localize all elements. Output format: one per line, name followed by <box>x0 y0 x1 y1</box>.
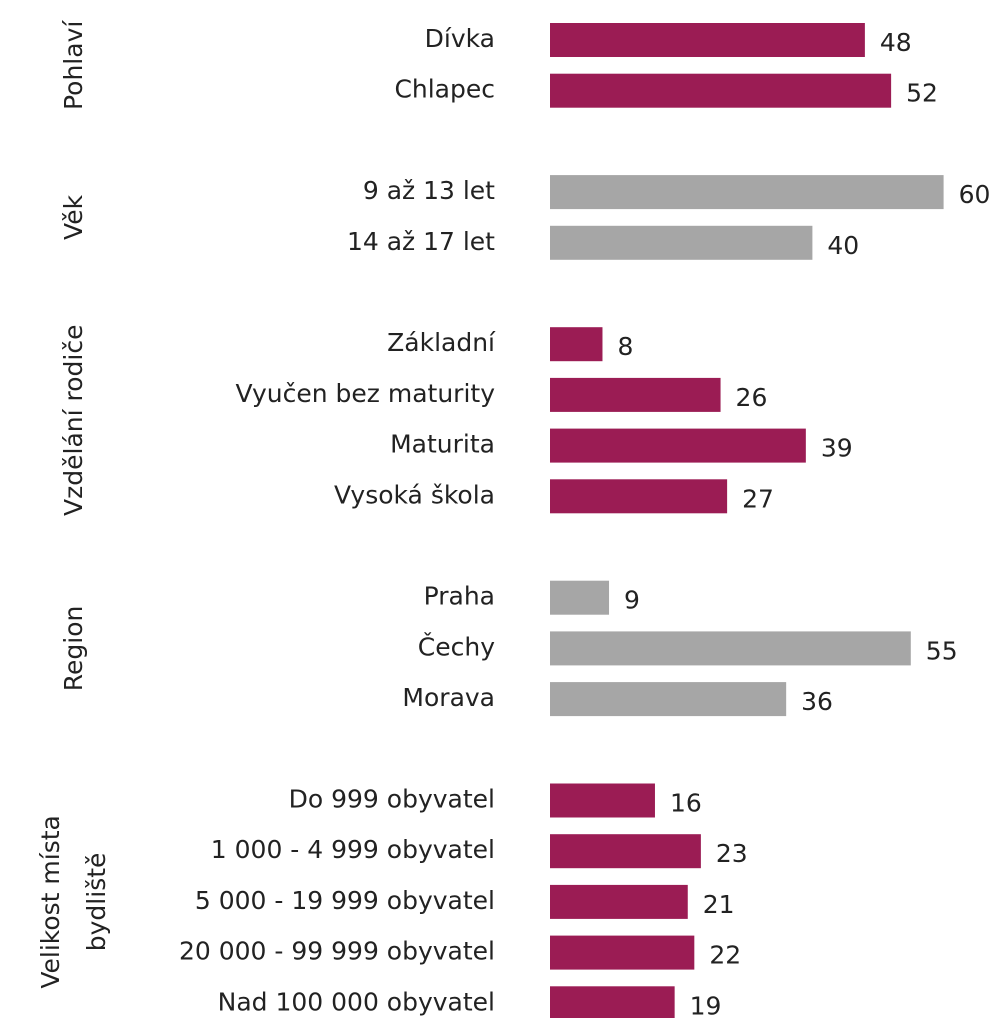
bar <box>550 783 655 818</box>
group-label: Vzdělání rodiče <box>59 325 88 516</box>
value-label: 60 <box>959 180 991 209</box>
bar <box>550 377 721 412</box>
category-label: Chlapec <box>394 75 495 104</box>
bar <box>550 225 813 260</box>
category-label: Dívka <box>425 24 495 53</box>
bar <box>550 834 701 869</box>
value-label: 23 <box>716 839 748 868</box>
category-label: 20 000 - 99 999 obyvatel <box>179 937 495 966</box>
bar <box>550 682 787 717</box>
value-label: 27 <box>742 484 774 513</box>
category-label: 1 000 - 4 999 obyvatel <box>211 835 495 864</box>
category-label: Do 999 obyvatel <box>289 785 495 814</box>
category-label: 9 až 13 let <box>363 176 495 205</box>
category-label: Čechy <box>418 631 495 661</box>
value-label: 39 <box>821 434 853 463</box>
bar <box>550 580 610 615</box>
category-label: Morava <box>402 683 495 712</box>
bar <box>550 479 728 514</box>
bar <box>550 73 892 108</box>
category-label: Vyučen bez maturity <box>236 379 496 408</box>
value-label: 26 <box>736 383 768 412</box>
group-label: Region <box>59 606 88 692</box>
category-label: Praha <box>424 582 495 611</box>
category-label: 14 až 17 let <box>347 227 495 256</box>
bar <box>550 884 688 919</box>
value-label: 52 <box>906 79 938 108</box>
bar <box>550 175 944 210</box>
value-label: 48 <box>880 28 912 57</box>
value-label: 40 <box>827 231 859 260</box>
bar <box>550 428 806 463</box>
value-label: 21 <box>703 890 735 919</box>
bar <box>550 23 865 57</box>
category-label: 5 000 - 19 999 obyvatel <box>195 886 495 915</box>
value-label: 16 <box>670 789 702 818</box>
group-label: Věk <box>59 194 88 240</box>
group-label: bydliště <box>82 853 111 952</box>
value-label: 55 <box>926 636 958 665</box>
bar <box>550 986 675 1018</box>
category-label: Základní <box>387 328 496 357</box>
value-label: 9 <box>624 586 640 615</box>
bar <box>550 935 695 970</box>
category-label: Maturita <box>390 430 495 459</box>
bar <box>550 631 911 666</box>
value-label: 8 <box>617 332 633 361</box>
category-label: Vysoká škola <box>334 480 495 509</box>
value-label: 22 <box>709 941 741 970</box>
bar <box>550 327 603 362</box>
value-label: 36 <box>801 687 833 716</box>
value-label: 19 <box>690 991 722 1018</box>
category-label: Nad 100 000 obyvatel <box>218 987 495 1016</box>
group-label: Velikost místa <box>36 815 65 989</box>
group-label: Pohlaví <box>59 20 88 110</box>
